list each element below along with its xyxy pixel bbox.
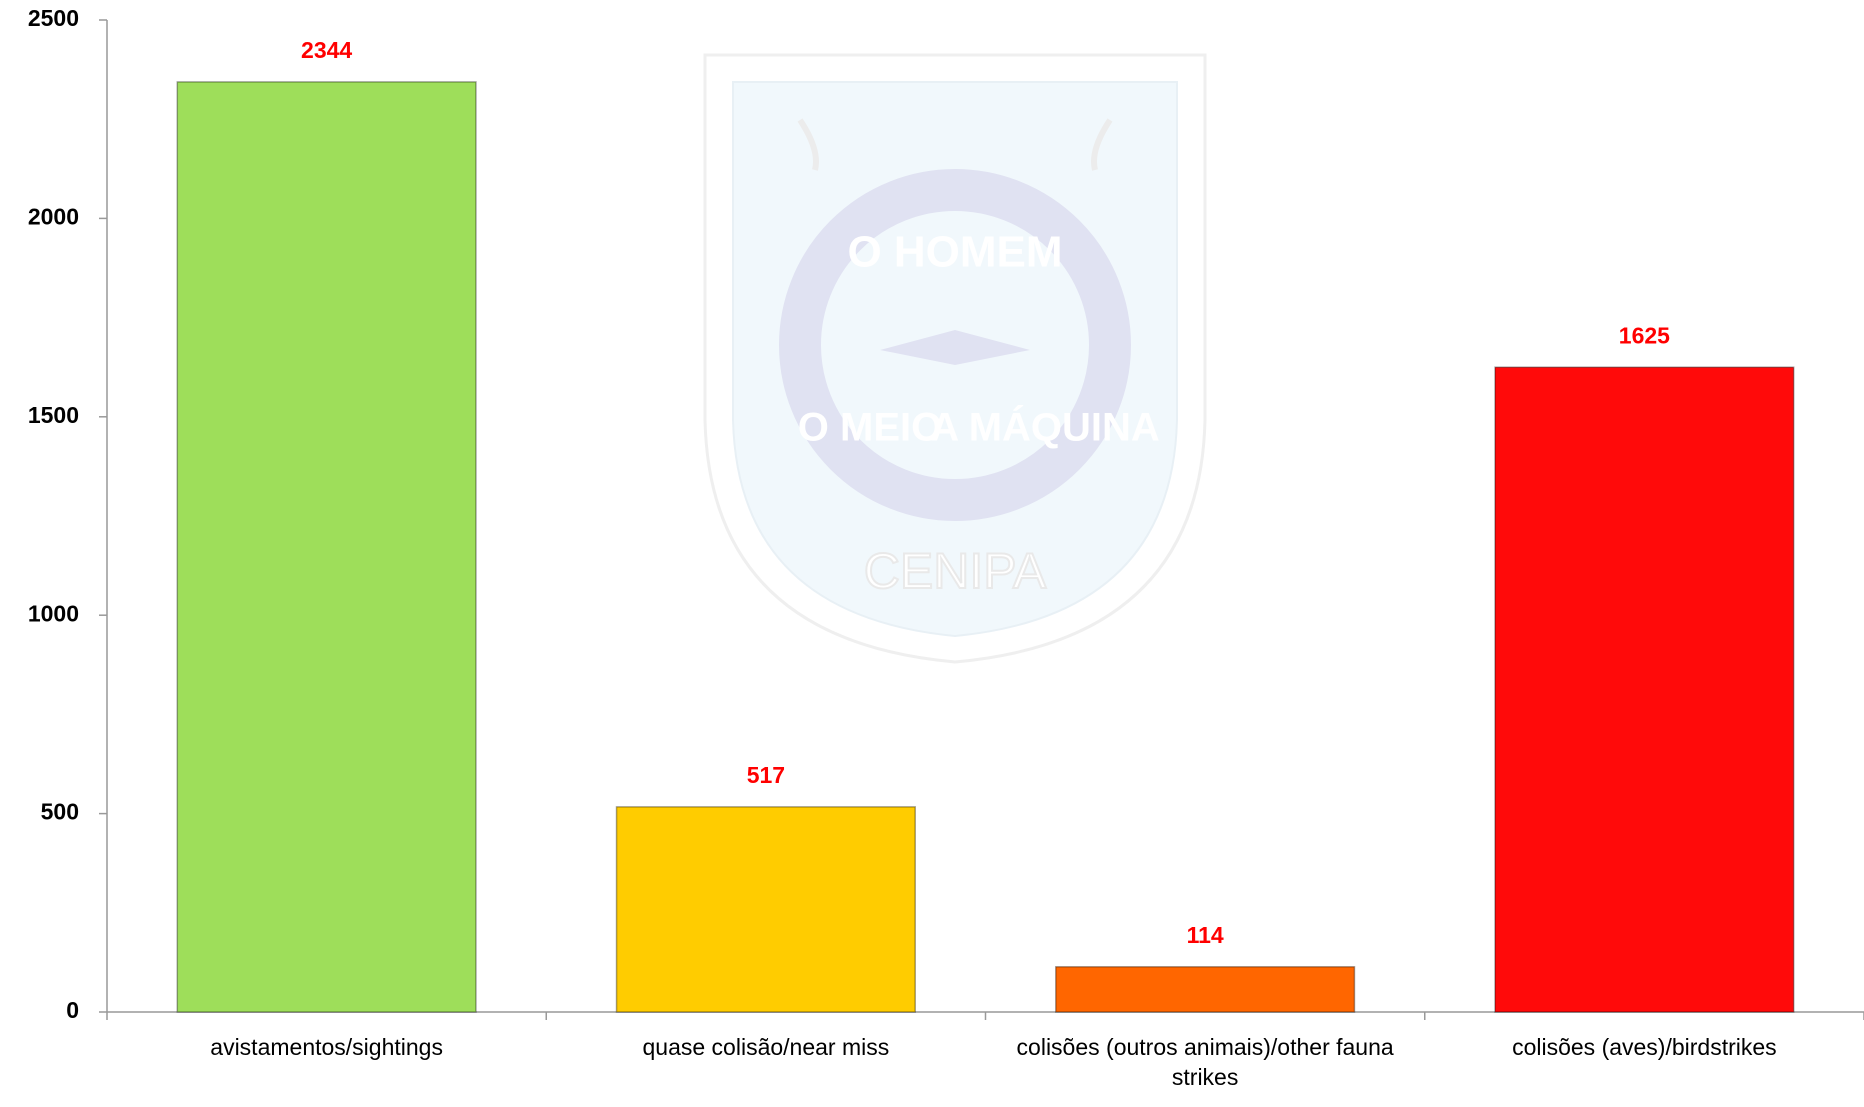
y-tick-label: 500 xyxy=(41,799,79,825)
y-tick-label: 2500 xyxy=(28,5,79,31)
watermark: O HOMEM O MEIO A MÁQUINA CENIPA xyxy=(703,53,1207,664)
x-tick-label: colisões (aves)/birdstrikes xyxy=(1512,1034,1777,1060)
data-label: 2344 xyxy=(301,37,352,63)
y-tick-label: 1000 xyxy=(28,600,79,626)
x-tick-label: colisões (outros animais)/other fauna st… xyxy=(1016,1034,1394,1090)
data-label: 517 xyxy=(747,762,785,788)
watermark-text: O MEIO xyxy=(798,406,942,450)
data-label: 114 xyxy=(1187,922,1224,948)
y-tick-label: 2000 xyxy=(28,203,79,229)
x-tick-label: avistamentos/sightings xyxy=(210,1034,443,1060)
bar xyxy=(615,806,916,1013)
bar xyxy=(176,81,477,1013)
watermark-text: O HOMEM xyxy=(847,228,1062,277)
watermark-text: A MÁQUINA xyxy=(930,405,1160,450)
y-tick-label: 1500 xyxy=(28,402,79,428)
bar xyxy=(1055,966,1356,1013)
y-tick-label: 0 xyxy=(66,997,79,1023)
data-label: 1625 xyxy=(1619,322,1670,348)
bar xyxy=(1494,366,1795,1013)
watermark-text: CENIPA xyxy=(864,543,1047,599)
x-tick-label: quase colisão/near miss xyxy=(642,1034,890,1060)
